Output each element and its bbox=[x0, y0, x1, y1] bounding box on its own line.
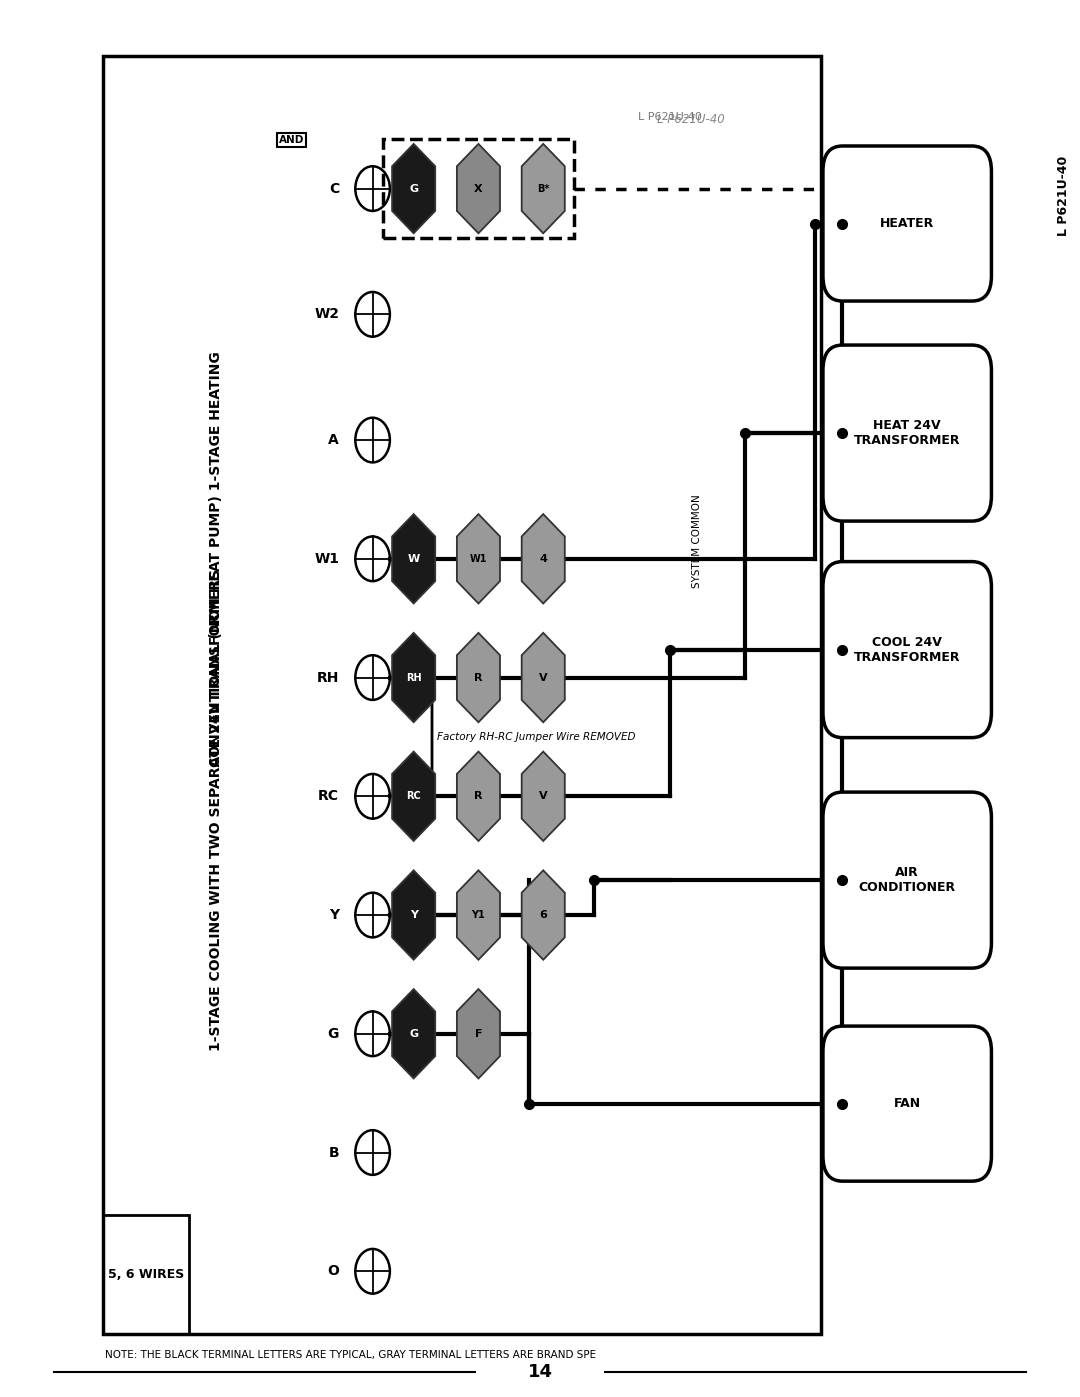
Text: W: W bbox=[407, 553, 420, 564]
Text: 1-STAGE COOLING WITH TWO SEPARATE 24V TRANSFORMERS: 1-STAGE COOLING WITH TWO SEPARATE 24V TR… bbox=[210, 569, 222, 1052]
Text: AND: AND bbox=[279, 134, 305, 145]
Text: G: G bbox=[409, 1028, 418, 1039]
Text: Y: Y bbox=[409, 909, 418, 921]
Text: SYSTEM COMMON: SYSTEM COMMON bbox=[691, 495, 702, 588]
Text: W2: W2 bbox=[314, 307, 339, 321]
Text: V: V bbox=[539, 791, 548, 802]
Text: AIR
CONDITIONER: AIR CONDITIONER bbox=[859, 866, 956, 894]
Polygon shape bbox=[392, 870, 435, 960]
Bar bbox=[103, 1215, 189, 1334]
Text: Y: Y bbox=[329, 908, 339, 922]
FancyBboxPatch shape bbox=[823, 562, 991, 738]
Polygon shape bbox=[522, 752, 565, 841]
Text: B*: B* bbox=[537, 183, 550, 194]
Text: RC: RC bbox=[319, 789, 339, 803]
Text: C: C bbox=[329, 182, 339, 196]
Polygon shape bbox=[392, 989, 435, 1078]
Polygon shape bbox=[457, 633, 500, 722]
FancyBboxPatch shape bbox=[823, 792, 991, 968]
Text: B: B bbox=[328, 1146, 339, 1160]
Text: R: R bbox=[474, 791, 483, 802]
Text: NOTE: THE BLACK TERMINAL LETTERS ARE TYPICAL, GRAY TERMINAL LETTERS ARE BRAND SP: NOTE: THE BLACK TERMINAL LETTERS ARE TYP… bbox=[105, 1350, 596, 1361]
Polygon shape bbox=[392, 514, 435, 604]
Text: Factory RH-RC Jumper Wire REMOVED: Factory RH-RC Jumper Wire REMOVED bbox=[437, 732, 636, 742]
Text: Y1: Y1 bbox=[472, 909, 485, 921]
Text: W1: W1 bbox=[470, 553, 487, 564]
Text: RH: RH bbox=[316, 671, 339, 685]
FancyBboxPatch shape bbox=[823, 345, 991, 521]
Polygon shape bbox=[457, 870, 500, 960]
Text: HEATER: HEATER bbox=[880, 217, 934, 231]
Polygon shape bbox=[522, 870, 565, 960]
Polygon shape bbox=[457, 144, 500, 233]
Text: V: V bbox=[539, 672, 548, 683]
Polygon shape bbox=[457, 752, 500, 841]
Text: L P621U-40: L P621U-40 bbox=[658, 113, 725, 126]
Text: L P621U-40: L P621U-40 bbox=[1057, 155, 1070, 236]
Polygon shape bbox=[522, 514, 565, 604]
Text: X: X bbox=[474, 183, 483, 194]
Polygon shape bbox=[457, 989, 500, 1078]
Text: HEAT 24V
TRANSFORMER: HEAT 24V TRANSFORMER bbox=[854, 419, 960, 447]
Polygon shape bbox=[392, 144, 435, 233]
Text: L P621U-40: L P621U-40 bbox=[637, 112, 702, 122]
Polygon shape bbox=[392, 633, 435, 722]
Text: G: G bbox=[327, 1027, 339, 1041]
Polygon shape bbox=[522, 144, 565, 233]
Text: W1: W1 bbox=[314, 552, 339, 566]
FancyBboxPatch shape bbox=[823, 147, 991, 302]
Polygon shape bbox=[457, 514, 500, 604]
Text: RH: RH bbox=[406, 672, 421, 683]
Polygon shape bbox=[392, 752, 435, 841]
Text: G: G bbox=[409, 183, 418, 194]
Bar bbox=[382, 140, 575, 237]
Bar bbox=[103, 56, 821, 1334]
Text: 5, 6 WIRES: 5, 6 WIRES bbox=[108, 1268, 184, 1281]
Polygon shape bbox=[522, 633, 565, 722]
Text: A: A bbox=[328, 433, 339, 447]
Text: FAN: FAN bbox=[893, 1097, 921, 1111]
Text: F: F bbox=[475, 1028, 482, 1039]
FancyBboxPatch shape bbox=[823, 1025, 991, 1182]
Text: R: R bbox=[474, 672, 483, 683]
Text: RC: RC bbox=[406, 791, 421, 802]
Text: 14: 14 bbox=[527, 1363, 553, 1380]
Text: CONVENTIONAL (NON HEAT PUMP) 1-STAGE HEATING: CONVENTIONAL (NON HEAT PUMP) 1-STAGE HEA… bbox=[210, 351, 222, 767]
Text: O: O bbox=[327, 1264, 339, 1278]
Text: 6: 6 bbox=[539, 909, 548, 921]
Text: 4: 4 bbox=[539, 553, 548, 564]
Text: COOL 24V
TRANSFORMER: COOL 24V TRANSFORMER bbox=[854, 636, 960, 664]
